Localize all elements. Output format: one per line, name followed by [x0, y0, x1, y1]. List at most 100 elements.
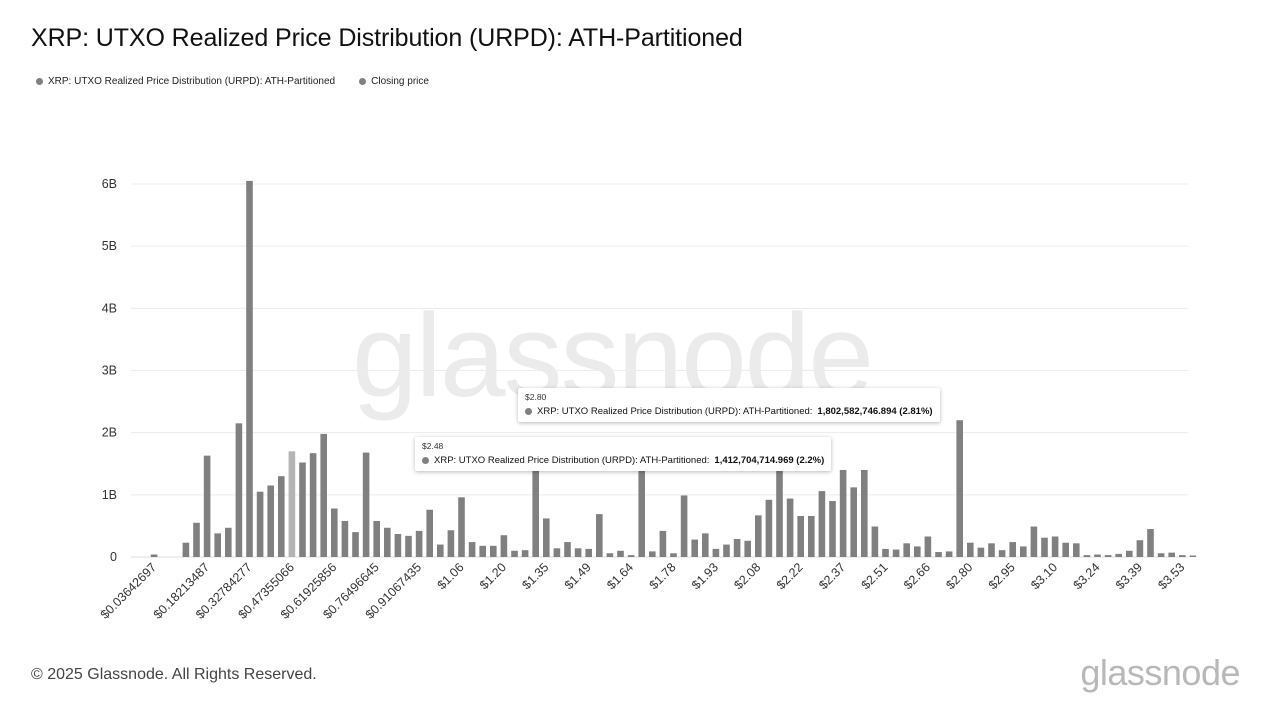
bar[interactable] [299, 462, 306, 557]
bar[interactable] [797, 515, 804, 557]
bar[interactable] [362, 452, 370, 557]
bar[interactable] [1073, 543, 1080, 557]
bar[interactable] [278, 476, 285, 557]
bar[interactable] [511, 550, 518, 557]
bar[interactable] [415, 530, 423, 557]
bar[interactable] [203, 455, 211, 557]
bar[interactable] [871, 526, 879, 557]
bar[interactable] [574, 548, 582, 557]
bar[interactable] [426, 509, 433, 557]
bar[interactable] [235, 423, 243, 557]
bar[interactable] [1157, 553, 1165, 557]
bar[interactable] [193, 522, 200, 557]
bar[interactable] [712, 548, 720, 557]
bar[interactable] [267, 485, 274, 557]
bar[interactable] [500, 535, 508, 557]
bar[interactable] [945, 551, 953, 557]
bar[interactable] [150, 554, 158, 557]
bar[interactable] [543, 518, 550, 557]
bar[interactable] [490, 545, 497, 557]
bar[interactable] [680, 495, 688, 557]
bar[interactable] [394, 533, 402, 557]
bar[interactable] [1030, 526, 1038, 557]
bar[interactable] [182, 542, 190, 557]
legend-item-closing-price[interactable]: Closing price [359, 76, 429, 87]
bar[interactable] [1189, 555, 1197, 558]
bar[interactable] [373, 520, 380, 557]
bar[interactable] [733, 538, 741, 557]
bar[interactable] [956, 420, 963, 557]
bar[interactable] [1168, 552, 1175, 557]
bar[interactable] [670, 553, 677, 557]
bar[interactable] [924, 536, 932, 557]
bar[interactable] [808, 515, 815, 557]
bar[interactable] [892, 549, 900, 557]
bar[interactable] [320, 433, 327, 557]
bar[interactable] [521, 550, 529, 557]
bar[interactable] [967, 542, 974, 557]
bar[interactable] [850, 487, 857, 557]
bar[interactable] [627, 555, 635, 557]
bar[interactable] [256, 491, 264, 557]
bar[interactable] [1136, 540, 1144, 557]
bar[interactable] [532, 469, 539, 557]
bar[interactable] [1041, 537, 1048, 557]
bar[interactable] [829, 501, 836, 557]
bar[interactable] [1126, 550, 1133, 557]
bar[interactable] [977, 547, 985, 557]
bar[interactable] [765, 499, 773, 557]
bar[interactable] [553, 548, 561, 557]
bar[interactable] [1051, 536, 1059, 557]
bar[interactable] [447, 530, 455, 557]
bar[interactable] [786, 498, 794, 557]
bar[interactable] [246, 180, 253, 557]
bar[interactable] [225, 527, 232, 557]
bar[interactable] [1179, 555, 1186, 557]
bar[interactable] [479, 545, 486, 557]
bar[interactable] [1147, 529, 1154, 557]
bar[interactable] [617, 550, 624, 557]
bar[interactable] [405, 535, 412, 557]
legend-item-urpd[interactable]: XRP: UTXO Realized Price Distribution (U… [36, 76, 335, 87]
bar[interactable] [352, 532, 359, 557]
bar[interactable] [596, 514, 603, 557]
bar[interactable] [1115, 553, 1122, 557]
bar[interactable] [882, 548, 889, 557]
bar[interactable] [1094, 554, 1101, 557]
bar[interactable] [1104, 555, 1112, 557]
bar[interactable] [914, 546, 921, 557]
bar[interactable] [437, 544, 444, 557]
bar[interactable] [638, 469, 645, 557]
bar[interactable] [903, 543, 910, 557]
bar[interactable] [331, 508, 338, 557]
bar[interactable] [468, 542, 476, 557]
bar[interactable] [659, 530, 667, 557]
bar[interactable] [1020, 546, 1027, 557]
bar[interactable] [288, 451, 296, 557]
bar[interactable] [776, 469, 783, 557]
bar[interactable] [755, 515, 762, 557]
bar[interactable] [839, 469, 847, 557]
bar[interactable] [564, 542, 571, 557]
bar[interactable] [861, 469, 868, 557]
bar[interactable] [1009, 542, 1016, 557]
bar[interactable] [935, 552, 942, 557]
bar[interactable] [341, 520, 349, 557]
bar[interactable] [723, 544, 730, 557]
bar[interactable] [998, 550, 1006, 557]
bar[interactable] [744, 540, 751, 557]
bar[interactable] [585, 548, 592, 557]
bar[interactable] [649, 551, 656, 557]
bar[interactable] [702, 533, 709, 557]
bar[interactable] [214, 533, 221, 557]
bar[interactable] [606, 553, 614, 557]
bar[interactable] [458, 497, 465, 557]
bar[interactable] [818, 491, 826, 557]
bar[interactable] [691, 539, 698, 557]
bar[interactable] [1083, 555, 1091, 557]
bar[interactable] [384, 527, 391, 557]
bar[interactable] [1062, 542, 1069, 557]
bar[interactable] [309, 453, 317, 557]
bar[interactable] [988, 543, 995, 557]
